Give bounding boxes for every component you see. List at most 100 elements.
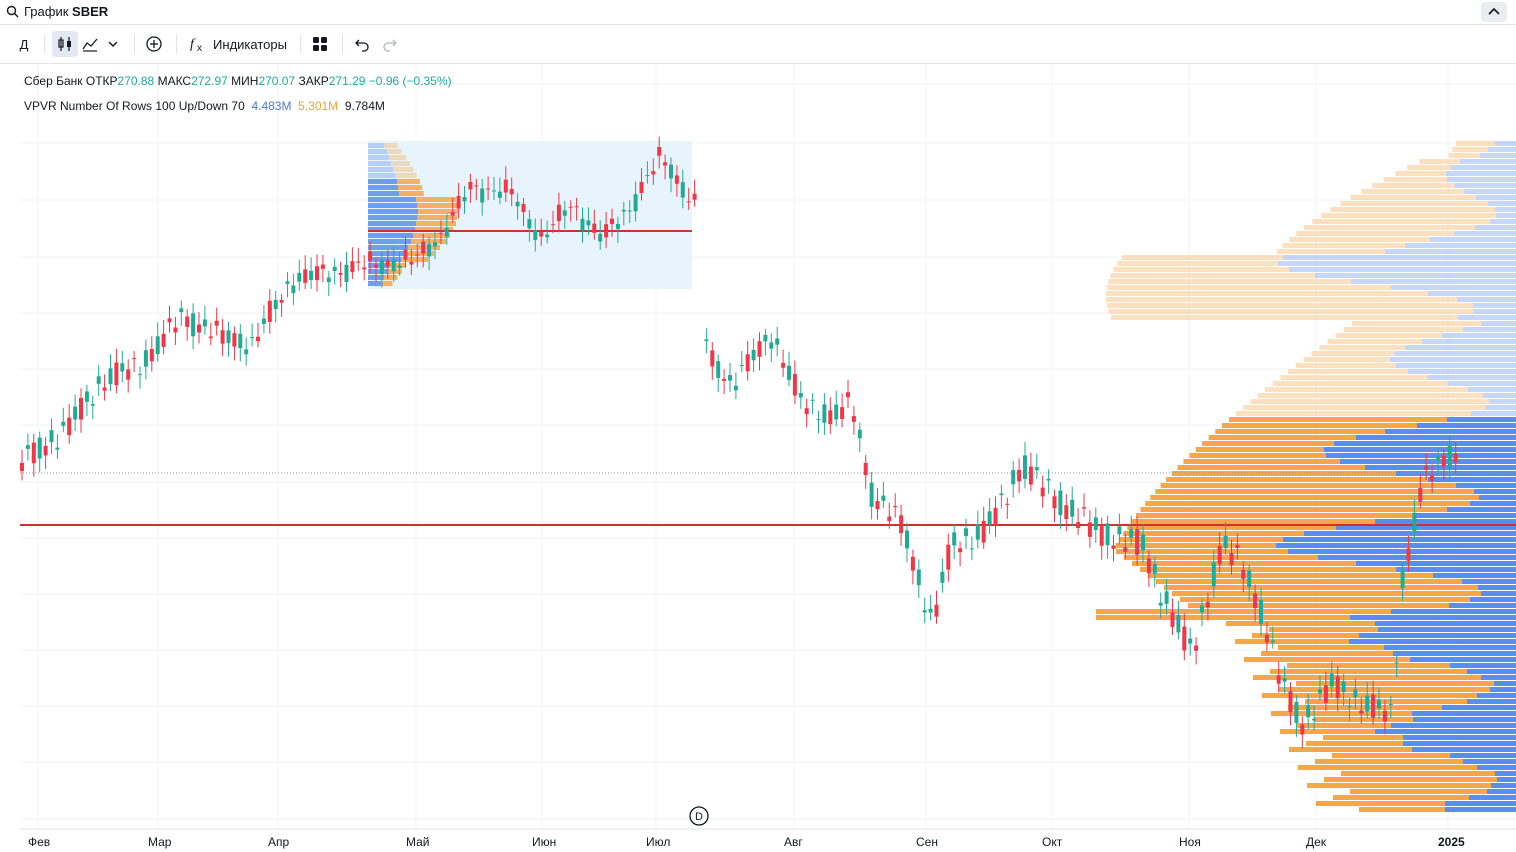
volume-profile-up-bar xyxy=(1391,723,1516,728)
svg-text:f: f xyxy=(190,37,196,52)
volume-profile-up-bar xyxy=(1473,303,1516,308)
time-axis-label: Фев xyxy=(28,835,50,849)
indicators-button[interactable]: f x Индикаторы xyxy=(186,31,290,57)
volume-profile-up-bar xyxy=(1487,789,1516,794)
volume-profile-down-bar xyxy=(1298,765,1477,770)
fixed-range-volume-down-bar xyxy=(418,209,458,214)
fixed-range-volume-up-bar xyxy=(368,161,391,166)
undo-button[interactable] xyxy=(350,31,374,57)
volume-profile-up-bar xyxy=(1403,741,1516,746)
candle-body xyxy=(474,185,479,187)
volume-profile-down-bar xyxy=(1202,441,1334,446)
candle-body xyxy=(1176,614,1181,633)
candle-body xyxy=(958,548,963,553)
volume-profile-down-bar xyxy=(1164,585,1478,590)
fixed-range-volume-down-bar xyxy=(413,233,450,238)
volume-profile-down-bar xyxy=(1195,447,1324,452)
volume-profile-up-bar xyxy=(1473,309,1516,314)
candle-body xyxy=(1412,512,1417,531)
candle-body xyxy=(1023,455,1027,480)
price-chart[interactable]: D Фев Мар Апр Май Июн Июл Авг Сен Окт Ноя Дек 2025 xyxy=(0,64,1516,852)
candle-body xyxy=(615,223,620,230)
collapse-button[interactable] xyxy=(1481,2,1507,22)
volume-profile-down-bar xyxy=(1156,579,1462,584)
candle-body xyxy=(539,232,544,237)
candles-button[interactable] xyxy=(52,31,78,57)
candle-body xyxy=(1247,570,1252,588)
candle-body xyxy=(952,532,957,546)
volume-profile-up-bar xyxy=(1469,795,1516,800)
dividend-marker-label: D xyxy=(695,811,703,823)
fixed-range-volume-up-bar xyxy=(368,167,393,172)
candle-body xyxy=(25,445,30,449)
volume-profile-down-bar xyxy=(1419,159,1460,164)
candle-body xyxy=(993,507,998,526)
volume-profile-up-bar xyxy=(1427,375,1516,380)
candle-body xyxy=(592,223,597,233)
redo-button[interactable] xyxy=(378,31,402,57)
candle-body xyxy=(1329,673,1334,687)
volume-profile-down-bar xyxy=(1262,693,1477,698)
volume-profile-down-bar xyxy=(1383,177,1447,182)
fixed-range-volume-down-bar xyxy=(417,215,457,220)
fixed-range-volume-down-bar xyxy=(397,179,420,184)
candle-body xyxy=(256,336,260,342)
volume-profile-up-bar xyxy=(1394,351,1516,356)
volume-profile-up-bar xyxy=(1378,627,1516,632)
interval-button[interactable]: Д xyxy=(19,36,29,52)
volume-profile-up-bar xyxy=(1457,297,1516,302)
candle-body xyxy=(1223,535,1228,549)
candle-body xyxy=(521,204,526,213)
volume-profile-up-bar xyxy=(1468,387,1516,392)
candle-body xyxy=(728,375,732,381)
volume-profile-down-bar xyxy=(1244,657,1410,662)
fixed-range-volume-up-bar xyxy=(368,251,404,256)
volume-profile-down-bar xyxy=(1288,705,1442,710)
symbol-search-bar[interactable]: График SBER xyxy=(0,0,1516,25)
volume-profile-down-bar xyxy=(1113,267,1289,272)
volume-profile-up-bar xyxy=(1491,783,1516,788)
search-icon xyxy=(6,5,19,18)
vpvr-legend[interactable]: VPVR Number Of Rows 100 Up/Down 70 4.483… xyxy=(24,99,385,113)
volume-profile-down-bar xyxy=(1289,237,1430,242)
candle-body xyxy=(1294,701,1299,723)
candle-body xyxy=(90,404,95,406)
candle-body xyxy=(326,277,331,283)
chart-type-dropdown[interactable] xyxy=(104,31,122,57)
candle-body xyxy=(1164,591,1169,604)
candle-body xyxy=(43,445,48,456)
candle-body xyxy=(981,520,986,543)
candle-body xyxy=(362,267,367,270)
candle-body xyxy=(1235,544,1240,548)
volume-profile-down-bar xyxy=(1269,627,1378,632)
candle-body xyxy=(1270,640,1275,643)
volume-profile-up-bar xyxy=(1340,459,1516,464)
candle-body xyxy=(1211,562,1216,587)
candle-body xyxy=(834,404,839,420)
candle-body xyxy=(503,179,508,193)
volume-profile-up-bar xyxy=(1359,633,1516,638)
volume-profile-down-bar xyxy=(1295,363,1396,368)
volume-profile-down-bar xyxy=(1332,753,1450,758)
close-value: 271.29 xyxy=(328,74,366,88)
candle-body xyxy=(214,320,219,326)
candle-body xyxy=(444,227,449,237)
candle-body xyxy=(680,182,685,198)
area-chart-button[interactable] xyxy=(80,31,100,57)
layouts-button[interactable] xyxy=(308,31,332,57)
title-prefix: График xyxy=(24,4,69,19)
chart-pane[interactable]: D Фев Мар Апр Май Июн Июл Авг Сен Окт Ноя Дек 2025 С… xyxy=(0,64,1516,852)
volume-profile-up-bar xyxy=(1405,345,1516,350)
volume-profile-down-bar xyxy=(1208,435,1356,440)
candle-body xyxy=(792,374,797,396)
volume-profile-up-bar xyxy=(1414,513,1516,518)
candle-body xyxy=(781,362,786,368)
candle-body xyxy=(657,146,662,156)
open-label: ОТКР xyxy=(85,74,118,88)
dividend-marker[interactable]: D xyxy=(689,806,709,826)
candle-body xyxy=(208,336,213,339)
candle-body xyxy=(704,339,709,342)
compare-button[interactable] xyxy=(142,31,166,57)
fixed-range-volume-down-bar xyxy=(384,275,398,280)
candle-body xyxy=(733,385,738,391)
